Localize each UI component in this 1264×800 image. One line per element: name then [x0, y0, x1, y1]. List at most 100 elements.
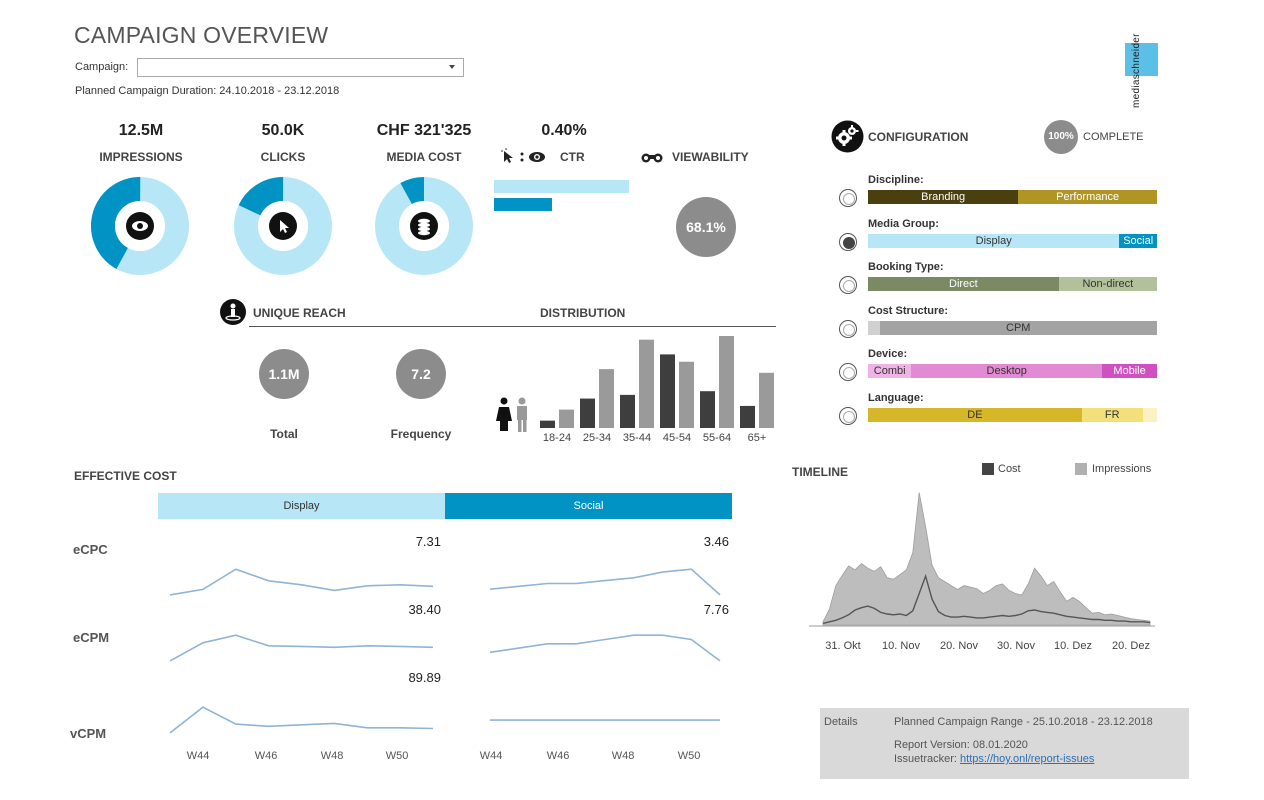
config-radio[interactable]: [839, 189, 857, 207]
details-issuetracker: Issuetracker: https://hoy.onl/report-iss…: [894, 753, 1094, 765]
config-segment[interactable]: Mobile: [1102, 364, 1157, 378]
config-segment[interactable]: Branding: [868, 190, 1019, 204]
config-segment[interactable]: Combi: [868, 364, 912, 378]
ec-head-social: Social: [445, 493, 732, 519]
config-bar[interactable]: CPM: [868, 320, 1157, 335]
config-segment[interactable]: Social: [1119, 233, 1157, 248]
effective-cost-sparklines: W44 W46 W48 W50 W44 W46 W48 W50: [169, 568, 721, 762]
page-title: CAMPAIGN OVERVIEW: [74, 22, 329, 48]
dist-bar-female: [599, 369, 614, 428]
config-bar[interactable]: Branding Performance: [868, 190, 1157, 204]
config-row-label: Media Group:: [868, 217, 939, 230]
config-row-label: Cost Structure:: [868, 304, 949, 317]
distribution-chart: 18-24 25-34 35-44 45-54 55-64 65+: [540, 336, 774, 444]
dist-tick-label: 45-54: [663, 432, 691, 444]
dist-tick-label: 55-64: [703, 432, 731, 444]
dist-bar-female: [759, 372, 774, 428]
dist-bar-male: [740, 405, 755, 428]
ec-ecpm-social-value: 7.76: [703, 602, 729, 617]
config-segment[interactable]: [868, 320, 880, 335]
cursor-click-icon: [280, 220, 289, 233]
issuetracker-label: Issuetracker:: [894, 753, 957, 765]
media-cost-label: MEDIA COST: [386, 150, 462, 164]
config-row-label: Discipline:: [868, 174, 924, 186]
ec-sparkline: [169, 706, 434, 734]
ec-week-label: W48: [612, 750, 635, 762]
config-segment[interactable]: Display: [868, 233, 1120, 248]
reach-icon: [220, 299, 246, 325]
gears-icon: [831, 120, 864, 153]
config-segment[interactable]: FR: [1081, 407, 1143, 422]
gender-icon: [496, 397, 527, 432]
config-radio[interactable]: [839, 406, 857, 425]
media-cost-value: CHF 321'325: [376, 122, 472, 139]
config-row-label: Booking Type:: [868, 261, 944, 273]
dist-bar-female: [679, 361, 694, 428]
media-cost-donut: [375, 177, 473, 275]
reach-divider: [249, 326, 776, 327]
ctr-label: CTR: [560, 150, 585, 164]
issuetracker-link[interactable]: https://hoy.onl/report-issues: [960, 753, 1095, 765]
ec-label-ecpm: eCPM: [73, 630, 110, 645]
ec-head-display: Display: [158, 493, 445, 519]
logo-text: mediaschneider: [1131, 33, 1142, 108]
config-radio[interactable]: [839, 232, 857, 251]
details-panel: Details Planned Campaign Range - 25.10.2…: [820, 708, 1189, 779]
config-bar[interactable]: DE FR: [868, 407, 1157, 422]
dist-tick-label: 35-44: [623, 432, 651, 444]
timeline-tick-label: 10. Dez: [1054, 640, 1092, 652]
unique-reach-title: UNIQUE REACH: [253, 306, 346, 320]
config-radio[interactable]: [839, 276, 857, 294]
timeline-tick-label: 30. Nov: [997, 640, 1035, 652]
ec-vcpm-display-value: 89.89: [408, 670, 441, 685]
campaign-select[interactable]: [137, 58, 464, 77]
legend-impressions-label: Impressions: [1092, 463, 1152, 475]
legend-cost-label: Cost: [998, 463, 1021, 475]
config-segment[interactable]: Desktop: [911, 364, 1103, 378]
ctr-bar-social: [494, 198, 552, 211]
dist-tick-label: 65+: [748, 432, 767, 444]
ec-week-label: W50: [386, 750, 409, 762]
viewability-label: VIEWABILITY: [672, 150, 749, 164]
details-planned-range: Planned Campaign Range - 25.10.2018 - 23…: [894, 716, 1153, 728]
legend-impressions-swatch: [1075, 463, 1087, 475]
ec-label-vcpm: vCPM: [70, 726, 107, 741]
config-segment[interactable]: Performance: [1018, 190, 1157, 204]
click-eye-icon: [501, 148, 545, 163]
binoculars-icon: [641, 153, 663, 163]
ctr-bar-display: [494, 180, 629, 193]
config-segment[interactable]: DE: [868, 407, 1082, 422]
frequency-value: 7.2: [396, 349, 446, 399]
complete-label: COMPLETE: [1083, 131, 1144, 143]
dist-bar-male: [540, 420, 555, 428]
campaign-duration: Planned Campaign Duration: 24.10.2018 - …: [75, 85, 340, 97]
impressions-donut: [91, 177, 189, 275]
config-segment[interactable]: Non-direct: [1058, 277, 1157, 291]
timeline-chart: 31. Okt 10. Nov 20. Nov 30. Nov 10. Dez 20. D…: [809, 492, 1155, 652]
ec-ecpc-social-value: 3.46: [703, 534, 729, 549]
config-row-label: Language:: [868, 391, 924, 404]
config-segment[interactable]: [1142, 407, 1157, 422]
timeline-tick-label: 20. Dez: [1112, 640, 1150, 652]
config-bar[interactable]: Direct Non-direct: [868, 277, 1157, 291]
config-bar[interactable]: Combi Desktop Mobile: [868, 364, 1157, 378]
ec-week-label: W44: [187, 750, 210, 762]
impressions-label: IMPRESSIONS: [99, 150, 183, 164]
config-row-label: Device:: [868, 348, 908, 360]
config-segment[interactable]: CPM: [879, 320, 1157, 335]
coins-icon: [418, 218, 430, 236]
ec-sparkline: [489, 568, 721, 596]
timeline-title: TIMELINE: [792, 465, 848, 479]
clicks-donut: [234, 177, 333, 275]
config-segment[interactable]: Direct: [868, 277, 1059, 291]
config-radio[interactable]: [839, 363, 857, 381]
dist-bar-male: [660, 354, 675, 428]
config-bar[interactable]: Display Social: [868, 233, 1157, 248]
timeline-tick-label: 10. Nov: [882, 640, 920, 652]
ec-sparkline: [169, 634, 434, 662]
timeline-impressions-area: [822, 492, 1151, 626]
reach-total-value: 1.1M: [259, 349, 309, 399]
config-radio[interactable]: [839, 319, 857, 338]
chevron-down-icon: [449, 65, 455, 69]
viewability-value: 68.1%: [676, 197, 736, 257]
